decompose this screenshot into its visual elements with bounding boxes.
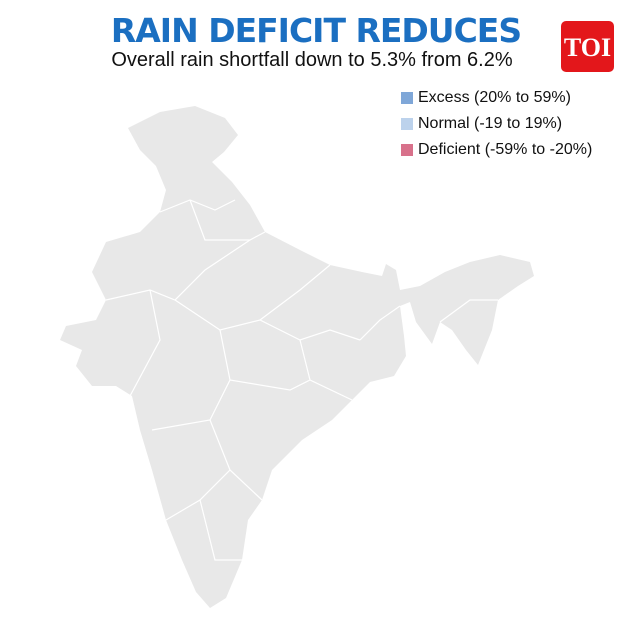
legend-label: Excess (20% to 59%) bbox=[418, 89, 571, 106]
india-outline bbox=[60, 106, 534, 608]
legend-swatch bbox=[401, 92, 413, 104]
legend-swatch bbox=[401, 144, 413, 156]
state-borders bbox=[105, 199, 498, 561]
legend-label: Deficient (-59% to -20%) bbox=[418, 141, 592, 158]
title: RAIN DEFICIT REDUCES bbox=[111, 11, 521, 50]
legend: Excess (20% to 59%) Normal (-19 to 19%) De… bbox=[401, 89, 592, 158]
map bbox=[60, 106, 534, 608]
subtitle: Overall rain shortfall down to 5.3% from… bbox=[111, 49, 513, 71]
logo-box bbox=[561, 21, 614, 72]
logo: TOI bbox=[564, 33, 611, 62]
legend-label: Normal (-19 to 19%) bbox=[418, 115, 562, 132]
legend-swatch bbox=[401, 118, 413, 130]
